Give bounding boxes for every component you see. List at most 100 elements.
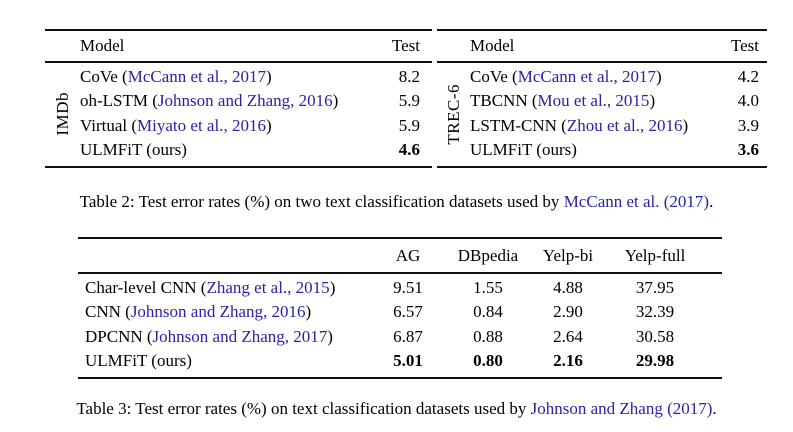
column-header-yelp-full: Yelp-full	[624, 245, 686, 265]
table-row: Char-level CNN (Zhang et al., 2015) 9.51…	[78, 276, 722, 301]
table-row: TBCNN (Mou et al., 2015) 4.0	[470, 89, 759, 114]
test-value: 3.6	[737, 140, 759, 159]
table3: AG DBpedia Yelp-bi Yelp-full Char-level …	[78, 237, 722, 379]
test-value: 8.2	[398, 66, 420, 86]
model-cell: CNN (Johnson and Zhang, 2016)	[78, 300, 365, 325]
model-suffix: )	[332, 91, 339, 110]
table3-caption: Table 3: Test error rates (%) on text cl…	[0, 397, 793, 421]
model-cell: ULMFiT (ours)	[80, 138, 187, 163]
value-yelp-full: 37.95	[635, 277, 675, 297]
citation-link[interactable]: Zhang et al., 2015	[206, 277, 330, 297]
table-rows: CoVe (McCann et al., 2017) 4.2 TBCNN (Mo…	[470, 63, 767, 166]
table-row-ulmfit: ULMFiT (ours) 3.6	[470, 138, 759, 163]
model-cell: oh-LSTM (Johnson and Zhang, 2016)	[80, 89, 338, 114]
model-suffix: )	[266, 66, 272, 86]
model-column-header: Model	[80, 36, 125, 55]
test-value: 5.9	[398, 91, 420, 110]
value-dbpedia: 0.80	[473, 351, 503, 370]
value-yelp-full: 30.58	[635, 326, 675, 346]
table-rule-bottom	[78, 376, 722, 379]
test-column-header: Test	[730, 36, 759, 55]
model-cell: CoVe (McCann et al., 2017)	[470, 65, 662, 90]
table-row: oh-LSTM (Johnson and Zhang, 2016) 5.9	[80, 89, 420, 114]
table-row: CNN (Johnson and Zhang, 2016) 6.57 0.84 …	[78, 300, 722, 325]
table-rule-bottom	[45, 165, 432, 168]
model-suffix: )	[649, 91, 656, 110]
table-header-row: Model Test	[45, 31, 432, 61]
value-yelp-bi: 2.90	[553, 302, 583, 321]
model-cell: LSTM-CNN (Zhou et al., 2016)	[470, 114, 688, 139]
model-cell: ULMFiT (ours)	[78, 349, 365, 374]
value-ag: 6.87	[393, 326, 423, 346]
value-ag: 5.01	[393, 351, 423, 370]
value-yelp-full: 32.39	[635, 302, 675, 321]
column-header-ag: AG	[395, 245, 421, 265]
value-yelp-bi: 2.16	[553, 351, 583, 370]
table-row-ulmfit: ULMFiT (ours) 4.6	[80, 138, 420, 163]
table-row: DPCNN (Johnson and Zhang, 2017) 6.87 0.8…	[78, 325, 722, 350]
citation-link[interactable]: McCann et al., 2017	[517, 66, 657, 86]
model-cell: DPCNN (Johnson and Zhang, 2017)	[78, 325, 365, 350]
citation-link[interactable]: Johnson and Zhang (2017)	[530, 399, 713, 418]
table-rule-top	[78, 237, 722, 239]
dataset-label-column: TREC-6	[437, 63, 470, 166]
value-yelp-bi: 2.64	[553, 326, 583, 346]
citation-link[interactable]: Mou et al., 2015	[537, 91, 650, 110]
table-rule-mid	[78, 272, 722, 274]
model-cell: CoVe (McCann et al., 2017)	[80, 65, 272, 90]
dataset-label-imdb: IMDb	[52, 92, 72, 136]
citation-link[interactable]: Johnson and Zhang, 2017	[152, 326, 328, 346]
table2-trec6-subtable: Model Test TREC-6 CoVe (McCann et al., 2…	[437, 29, 767, 168]
caption-period: .	[709, 192, 714, 211]
value-ag: 6.57	[393, 302, 423, 321]
model-cell: ULMFiT (ours)	[470, 138, 577, 163]
model-suffix: )	[305, 302, 312, 321]
citation-link[interactable]: Miyato et al., 2016	[137, 115, 266, 135]
citation-link[interactable]: Zhou et al., 2016	[566, 115, 683, 135]
citation-link[interactable]: McCann et al., 2017	[127, 66, 267, 86]
model-name: ULMFiT (ours)	[85, 351, 192, 370]
model-name: CoVe (	[470, 66, 518, 86]
citation-link[interactable]: Johnson and Zhang, 2016	[157, 91, 333, 110]
dataset-label-trec6: TREC-6	[443, 83, 463, 145]
table-row: Virtual (Miyato et al., 2016) 5.9	[80, 114, 420, 139]
model-column-header: Model	[470, 36, 515, 55]
value-dbpedia: 1.55	[473, 277, 503, 297]
test-value: 5.9	[398, 115, 420, 135]
test-value: 3.9	[737, 115, 759, 135]
table-rule-mid	[437, 61, 767, 63]
model-name: TBCNN (	[470, 91, 538, 110]
table-row: CoVe (McCann et al., 2017) 8.2	[80, 65, 420, 90]
citation-link[interactable]: Johnson and Zhang, 2016	[130, 302, 306, 321]
model-suffix: )	[329, 277, 336, 297]
test-value: 4.0	[737, 91, 759, 110]
table-rule-bottom	[437, 165, 767, 168]
table-header-row: Model Test	[437, 31, 767, 61]
table-body: IMDb CoVe (McCann et al., 2017) 8.2 oh-L…	[45, 63, 432, 166]
test-value: 4.2	[737, 66, 759, 86]
model-name: oh-LSTM (	[80, 91, 158, 110]
model-suffix: )	[265, 115, 272, 135]
model-name: ULMFiT (ours)	[80, 140, 187, 159]
table-row-ulmfit: ULMFiT (ours) 5.01 0.80 2.16 29.98	[78, 349, 722, 374]
model-name: LSTM-CNN (	[470, 115, 567, 135]
model-cell: TBCNN (Mou et al., 2015)	[470, 89, 655, 114]
model-name: Char-level CNN (	[85, 277, 207, 297]
table-rule-mid	[45, 61, 432, 63]
citation-link[interactable]: McCann et al. (2017)	[563, 192, 710, 211]
value-yelp-full: 29.98	[635, 351, 675, 370]
model-name: CoVe (	[80, 66, 128, 86]
value-yelp-bi: 4.88	[553, 277, 583, 297]
model-name: ULMFiT (ours)	[470, 140, 577, 159]
column-header-dbpedia: DBpedia	[457, 245, 519, 265]
caption-text: Table 3: Test error rates (%) on text cl…	[76, 399, 531, 418]
table-rule-top	[437, 29, 767, 31]
value-dbpedia: 0.88	[473, 326, 503, 346]
table-body: TREC-6 CoVe (McCann et al., 2017) 4.2 TB…	[437, 63, 767, 166]
table2-imdb-subtable: Model Test IMDb CoVe (McCann et al., 201…	[45, 29, 432, 168]
caption-text: Table 2: Test error rates (%) on two tex…	[79, 192, 564, 211]
model-name: Virtual (	[80, 115, 138, 135]
dataset-label-column: IMDb	[45, 63, 80, 166]
table-rows: CoVe (McCann et al., 2017) 8.2 oh-LSTM (…	[80, 63, 432, 166]
